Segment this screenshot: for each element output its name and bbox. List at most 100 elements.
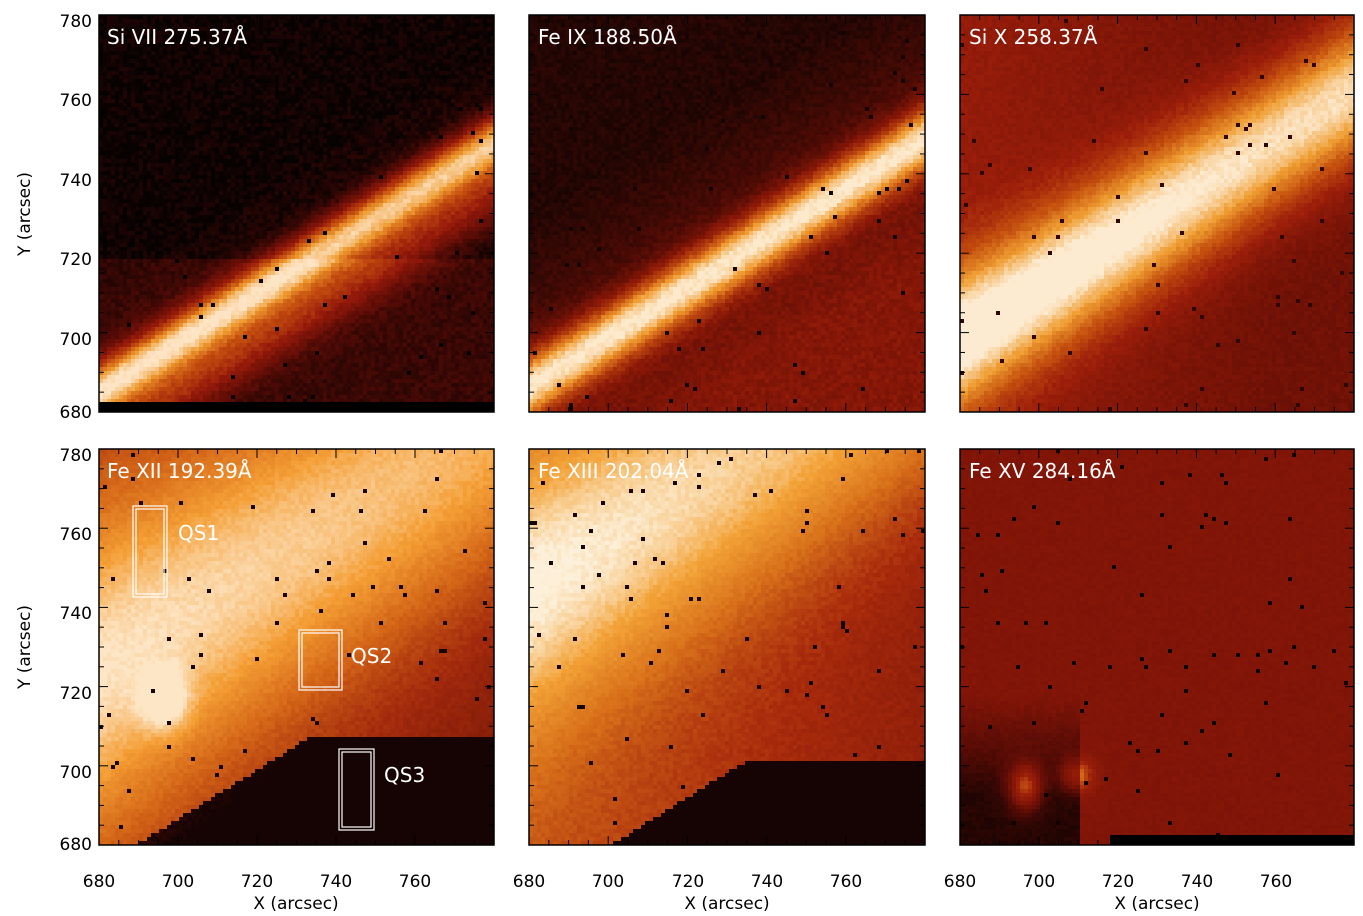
image-pixel bbox=[395, 163, 400, 168]
image-pixel bbox=[367, 123, 372, 128]
image-pixel bbox=[447, 167, 452, 172]
image-pixel bbox=[303, 59, 308, 64]
image-pixel bbox=[299, 35, 304, 40]
image-pixel bbox=[387, 99, 392, 104]
image-pixel bbox=[171, 115, 176, 120]
image-pixel bbox=[291, 203, 296, 208]
image-pixel bbox=[483, 59, 488, 64]
image-pixel bbox=[123, 191, 128, 196]
image-pixel bbox=[159, 71, 164, 76]
image-pixel bbox=[263, 191, 268, 196]
image-pixel bbox=[139, 183, 144, 188]
image-pixel bbox=[151, 107, 156, 112]
image-pixel bbox=[391, 35, 396, 40]
image-pixel bbox=[319, 23, 324, 28]
image-pixel bbox=[411, 163, 416, 168]
image-pixel bbox=[183, 215, 188, 220]
image-pixel bbox=[331, 31, 336, 36]
image-pixel bbox=[207, 195, 212, 200]
image-pixel bbox=[419, 79, 424, 84]
image-pixel bbox=[251, 123, 256, 128]
image-pixel bbox=[439, 111, 444, 116]
image-pixel bbox=[411, 207, 416, 212]
image-pixel bbox=[439, 35, 444, 40]
image-pixel bbox=[471, 63, 476, 68]
image-pixel bbox=[411, 123, 416, 128]
image-pixel bbox=[411, 35, 416, 40]
image-pixel bbox=[327, 183, 332, 188]
image-pixel bbox=[347, 103, 352, 108]
image-pixel bbox=[203, 119, 208, 124]
image-pixel bbox=[255, 135, 260, 140]
image-pixel bbox=[371, 151, 376, 156]
image-pixel bbox=[135, 71, 140, 76]
image-pixel bbox=[207, 35, 212, 40]
image-pixel bbox=[147, 27, 152, 32]
image-pixel bbox=[367, 151, 372, 156]
image-pixel bbox=[203, 187, 208, 192]
image-pixel bbox=[395, 19, 400, 24]
image-pixel bbox=[347, 147, 352, 152]
image-pixel bbox=[383, 79, 388, 84]
image-pixel bbox=[467, 207, 472, 212]
image-pixel bbox=[219, 183, 224, 188]
image-pixel bbox=[243, 107, 248, 112]
image-pixel bbox=[131, 175, 136, 180]
image-pixel bbox=[451, 183, 456, 188]
image-pixel bbox=[151, 163, 156, 168]
image-pixel bbox=[415, 147, 420, 152]
image-pixel bbox=[371, 95, 376, 100]
image-pixel bbox=[331, 203, 336, 208]
image-pixel bbox=[459, 127, 464, 132]
image-pixel bbox=[259, 187, 264, 192]
image-pixel bbox=[159, 31, 164, 36]
image-pixel bbox=[283, 163, 288, 168]
image-pixel bbox=[291, 87, 296, 92]
image-pixel bbox=[131, 211, 136, 216]
image-pixel bbox=[443, 23, 448, 28]
image-pixel bbox=[167, 55, 172, 60]
image-pixel bbox=[323, 139, 328, 144]
image-pixel bbox=[159, 75, 164, 80]
image-pixel bbox=[295, 51, 300, 56]
image-pixel bbox=[479, 179, 484, 184]
image-pixel bbox=[255, 143, 260, 148]
image-pixel bbox=[103, 103, 108, 108]
image-pixel bbox=[111, 195, 116, 200]
image-pixel bbox=[235, 35, 240, 40]
image-pixel bbox=[467, 47, 472, 52]
image-pixel bbox=[399, 135, 404, 140]
image-pixel bbox=[335, 171, 340, 176]
image-pixel bbox=[135, 59, 140, 64]
image-pixel bbox=[463, 211, 468, 216]
image-pixel bbox=[231, 151, 236, 156]
image-pixel bbox=[255, 103, 260, 108]
image-pixel bbox=[283, 15, 288, 20]
image-pixel bbox=[251, 39, 256, 44]
image-pixel bbox=[143, 195, 148, 200]
image-pixel bbox=[439, 191, 444, 196]
image-pixel bbox=[127, 175, 132, 180]
image-pixel bbox=[459, 199, 464, 204]
image-pixel bbox=[383, 59, 388, 64]
image-pixel bbox=[435, 63, 440, 68]
image-pixel bbox=[255, 199, 260, 204]
image-pixel bbox=[347, 119, 352, 124]
image-pixel bbox=[119, 99, 124, 104]
image-pixel bbox=[195, 103, 200, 108]
image-pixel bbox=[223, 51, 228, 56]
image-pixel bbox=[455, 83, 460, 88]
image-pixel bbox=[183, 187, 188, 192]
image-pixel bbox=[231, 27, 236, 32]
image-pixel bbox=[455, 143, 460, 148]
image-pixel bbox=[415, 63, 420, 68]
image-pixel bbox=[375, 43, 380, 48]
image-pixel bbox=[363, 175, 368, 180]
image-pixel bbox=[107, 207, 112, 212]
image-pixel bbox=[283, 91, 288, 96]
image-pixel bbox=[415, 191, 420, 196]
image-pixel bbox=[191, 131, 196, 136]
image-pixel bbox=[399, 139, 404, 144]
image-pixel bbox=[259, 111, 264, 116]
image-pixel bbox=[451, 39, 456, 44]
